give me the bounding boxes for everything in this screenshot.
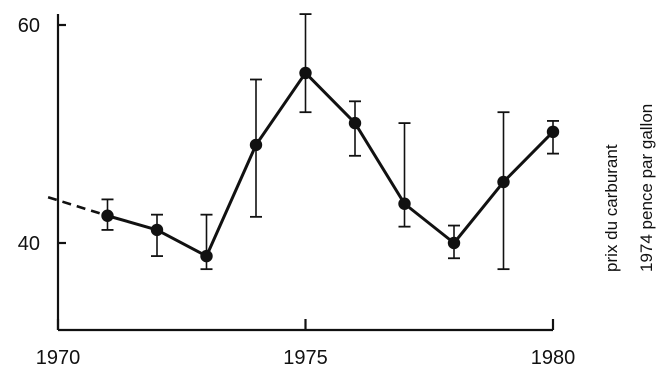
- y-tick-label-60: 60: [18, 15, 40, 37]
- dashed-lead-in: [47, 195, 108, 217]
- series-line-group: [107, 71, 555, 258]
- data-point-1979: [497, 175, 510, 189]
- x-tick-label-1970: 1970: [36, 347, 81, 369]
- data-point-1977: [398, 197, 411, 210]
- data-point-1978: [447, 236, 461, 250]
- data-point-1973: [200, 249, 213, 263]
- x-tick-label-1980: 1980: [531, 347, 576, 369]
- y-axis-title-line-2: 1974 pence par gallon: [637, 104, 656, 272]
- data-point-1976: [348, 116, 362, 130]
- data-point-1971: [101, 209, 114, 222]
- tick-labels: 40 60 1970 1975 1980: [18, 15, 576, 369]
- error-bars: [101, 13, 559, 271]
- data-point-1972: [150, 223, 164, 237]
- x-tick-label-1975: 1975: [283, 347, 328, 369]
- y-axis-title: prix du carburant 1974 pence par gallon: [602, 104, 656, 272]
- data-point-1974: [249, 138, 263, 152]
- y-tick-label-40: 40: [18, 233, 40, 255]
- dashed-lead-in-line: [47, 195, 108, 217]
- data-points: [101, 66, 560, 263]
- y-axis-title-line-1: prix du carburant: [602, 144, 621, 272]
- ticks: [56, 23, 555, 330]
- data-point-1980: [546, 125, 560, 139]
- series-line: [107, 71, 555, 258]
- data-point-1975: [299, 66, 312, 80]
